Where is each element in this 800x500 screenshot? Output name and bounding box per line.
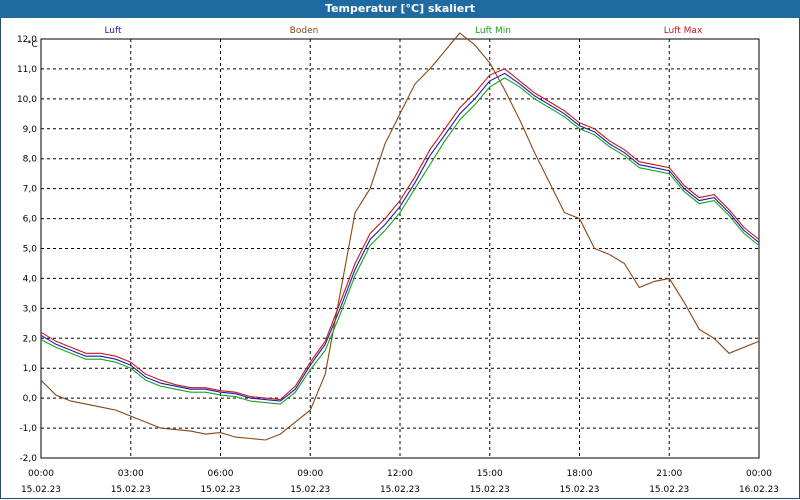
y-tick-label: 2,0	[23, 334, 38, 344]
y-tick-label: -1,0	[19, 424, 37, 434]
x-tick-date: 15.02.23	[200, 485, 240, 495]
x-tick-date: 15.02.23	[470, 485, 510, 495]
series-line-luft-min	[40, 77, 760, 405]
y-tick-label: -2,0	[19, 454, 37, 464]
y-tick-label: 5,0	[23, 245, 38, 255]
x-tick-date: 16.02.23	[739, 485, 779, 495]
y-tick-label: 9,0	[23, 125, 38, 135]
x-tick-date: 15.02.23	[290, 485, 330, 495]
series-line-luft-max	[40, 68, 760, 401]
x-tick-time: 00:00	[746, 469, 772, 479]
series-line-luft	[40, 72, 760, 402]
y-tick-label: 10,0	[17, 95, 37, 105]
y-tick-label: 8,0	[23, 155, 38, 165]
x-tick-time: 12:00	[387, 469, 413, 479]
x-tick-time: 15:00	[477, 469, 503, 479]
y-tick-label: 6,0	[23, 215, 38, 225]
x-tick-time: 09:00	[297, 469, 323, 479]
x-tick-time: 21:00	[656, 469, 682, 479]
x-tick-time: 06:00	[208, 469, 234, 479]
y-tick-label: 0,0	[23, 394, 38, 404]
y-axis-label: °C	[27, 40, 38, 50]
x-tick-date: 15.02.23	[649, 485, 689, 495]
temperature-chart: 12,0 11,0 10,0 9,0 8,0 7,0 6,0 5,0 4,0 3,0 2,0 1,0 0…	[17, 26, 779, 495]
y-tick-label: 4,0	[23, 274, 38, 284]
x-tick-date: 15.02.23	[111, 485, 151, 495]
x-tick-date: 15.02.23	[21, 485, 61, 495]
x-tick-time: 00:00	[28, 469, 54, 479]
legend-entry: Luft	[104, 26, 122, 36]
y-tick-label: 7,0	[23, 185, 38, 195]
legend-entry: Luft Max	[664, 26, 703, 36]
y-tick-label: 11,0	[17, 65, 37, 75]
chart-frame: 12,0 11,0 10,0 9,0 8,0 7,0 6,0 5,0 4,0 3,0 2,0 1,0 0…	[0, 18, 800, 499]
y-tick-label: 12,0	[17, 35, 37, 45]
legend-entry: Luft Min	[475, 26, 511, 36]
legend-entry: Boden	[290, 26, 319, 36]
x-tick-date: 15.02.23	[380, 485, 420, 495]
y-tick-label: 3,0	[23, 304, 38, 314]
series-line-boden	[40, 32, 760, 441]
x-tick-date: 15.02.23	[559, 485, 599, 495]
window-title: Temperatur [°C] skaliert	[0, 0, 800, 18]
y-tick-label: 1,0	[23, 364, 38, 374]
x-tick-time: 18:00	[567, 469, 593, 479]
x-tick-time: 03:00	[118, 469, 144, 479]
